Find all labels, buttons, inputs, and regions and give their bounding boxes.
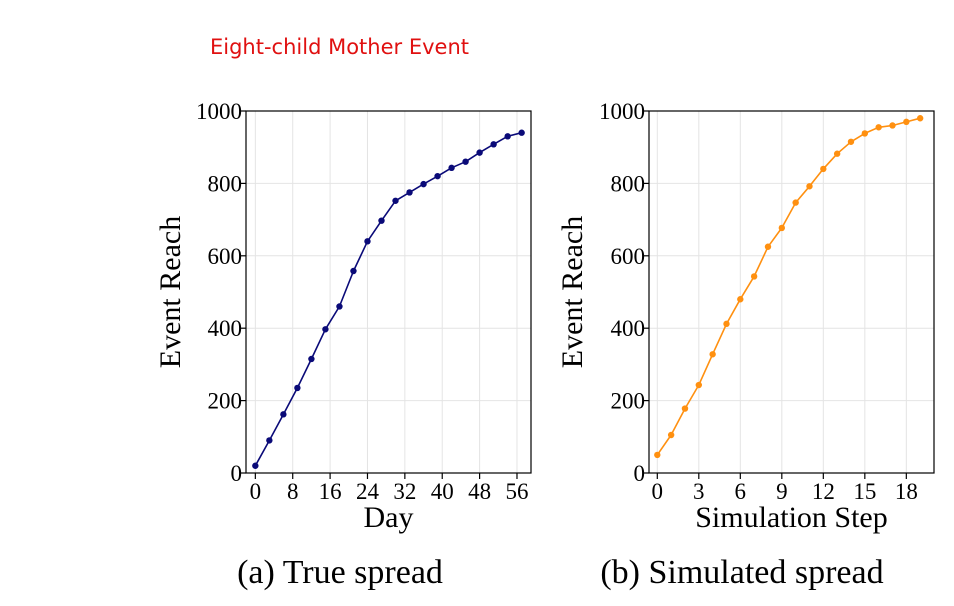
- data-point: [406, 189, 413, 196]
- y-tick-label: 0: [634, 461, 646, 486]
- x-tick-label: 16: [319, 479, 342, 504]
- data-point: [654, 451, 661, 459]
- x-axis-label: Day: [364, 501, 414, 534]
- data-point: [667, 431, 675, 439]
- y-tick-label: 200: [611, 389, 646, 414]
- x-tick-label: 12: [812, 479, 835, 504]
- x-tick-label: 3: [693, 479, 705, 504]
- data-point: [504, 133, 511, 140]
- chart-caption: (b) Simulated spread: [600, 554, 883, 591]
- data-point: [280, 411, 287, 418]
- chart-panel-1: 0 8 16 24 32 40 48 5602004006008001000DayEvent …: [154, 99, 532, 591]
- data-point: [518, 129, 525, 136]
- x-tick-label: 56: [505, 479, 528, 504]
- y-tick-label: 400: [611, 316, 646, 341]
- y-tick-label: 600: [208, 244, 243, 269]
- data-point: [364, 238, 371, 245]
- data-point: [322, 326, 329, 333]
- x-tick-label: 0: [652, 479, 664, 504]
- y-tick-label: 1000: [196, 99, 242, 124]
- data-point: [392, 197, 399, 204]
- data-point: [764, 243, 772, 250]
- data-point: [336, 303, 343, 310]
- data-point: [462, 158, 469, 165]
- y-tick-label: 400: [208, 316, 243, 341]
- data-point: [750, 273, 758, 280]
- data-point: [723, 320, 730, 328]
- x-tick-label: 18: [895, 479, 918, 504]
- x-tick-label: 9: [776, 479, 788, 504]
- data-point: [861, 130, 869, 137]
- data-point: [847, 138, 855, 145]
- chart-caption: (a) True spread: [237, 554, 443, 591]
- data-point: [490, 141, 497, 148]
- data-point: [889, 122, 896, 129]
- series-line: [254, 131, 522, 467]
- y-tick-label: 200: [208, 389, 243, 414]
- data-point: [350, 267, 357, 275]
- data-point: [806, 183, 813, 190]
- data-point: [476, 149, 483, 156]
- data-point: [266, 437, 273, 444]
- data-point: [252, 462, 259, 469]
- data-point: [695, 381, 703, 389]
- figure-title: Eight-child Mother Event: [210, 35, 469, 59]
- x-tick-label: 40: [431, 479, 454, 504]
- data-point: [792, 199, 799, 206]
- x-tick-label: 48: [468, 479, 491, 504]
- data-point: [820, 165, 827, 173]
- data-point: [420, 180, 427, 188]
- data-point: [903, 118, 910, 126]
- y-tick-label: 0: [231, 461, 243, 486]
- data-point: [308, 355, 315, 363]
- y-tick-label: 600: [611, 244, 646, 269]
- plot-frame: [648, 110, 935, 474]
- data-point: [833, 150, 841, 157]
- y-tick-label: 800: [611, 171, 646, 196]
- data-point: [448, 164, 455, 172]
- x-tick-label: 8: [287, 479, 299, 504]
- y-axis-label: Event Reach: [556, 216, 589, 368]
- data-point: [778, 224, 786, 232]
- data-point: [875, 124, 882, 131]
- x-axis-label: Simulation Step: [695, 501, 888, 534]
- data-point: [294, 384, 301, 392]
- y-tick-label: 1000: [599, 99, 645, 124]
- x-tick-label: 15: [853, 479, 876, 504]
- chart-panel-2: 0 3 6 9 12 15 18 0 200 400 600 800 1000 Simulation St…: [556, 99, 935, 591]
- y-axis-label: Event Reach: [154, 216, 187, 368]
- x-tick-label: 24: [356, 479, 380, 504]
- x-tick-label: 6: [735, 479, 747, 504]
- data-point: [737, 296, 744, 303]
- data-point: [916, 115, 924, 122]
- data-point: [378, 217, 385, 224]
- x-tick-label: 32: [393, 479, 416, 504]
- data-point: [434, 172, 441, 180]
- x-tick-label: 0: [250, 479, 262, 504]
- data-point: [681, 405, 689, 412]
- data-point: [709, 351, 716, 358]
- plot-frame: [245, 110, 532, 474]
- y-tick-label: 800: [208, 171, 243, 196]
- series-line: [656, 117, 921, 456]
